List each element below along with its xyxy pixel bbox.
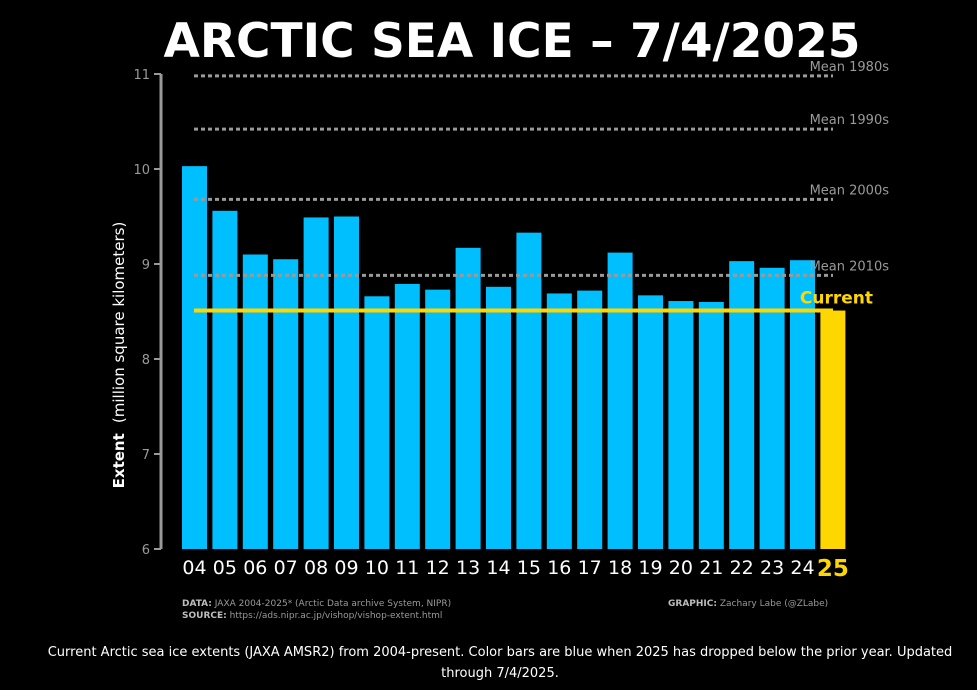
credit-data-line: DATA: JAXA 2004-2025* (Arctic Data archi… (182, 598, 451, 610)
bar (182, 166, 207, 549)
bar-current-year (820, 310, 846, 549)
bar (698, 302, 724, 549)
bar (273, 259, 299, 549)
x-tick-label: 14 (486, 557, 510, 579)
credit-data-text: JAXA 2004-2025* (Arctic Data archive Sys… (214, 599, 452, 609)
y-axis: 6 7 8 9 10 11 (133, 68, 163, 558)
x-tick-label: 11 (395, 557, 419, 579)
y-axis-label-bold: Extent (110, 433, 128, 488)
bar (790, 260, 815, 549)
bar (729, 261, 755, 549)
bar (364, 296, 390, 549)
bar (638, 295, 663, 549)
x-tick-label: 13 (456, 557, 480, 579)
x-tick-label: 15 (517, 557, 541, 579)
y-tick-label: 7 (142, 448, 150, 463)
y-axis-label: Extent (million square kilometers) (109, 222, 128, 489)
bar (455, 247, 481, 549)
bar (759, 267, 785, 549)
x-tick-label: 16 (547, 557, 571, 579)
bar (334, 216, 359, 549)
x-tick-label: 09 (334, 557, 358, 579)
y-tick-label: 8 (142, 353, 150, 368)
x-tick-label: 08 (304, 557, 328, 579)
credit-graphic-text: Zachary Labe (@ZLabe) (719, 599, 829, 609)
x-tick-label: 10 (365, 557, 389, 579)
figure-caption: Current Arctic sea ice extents (JAXA AMS… (47, 645, 953, 681)
y-tick-label: 9 (142, 258, 150, 273)
x-tick-label: 23 (760, 557, 784, 579)
current-line-label: Current (800, 289, 873, 309)
x-tick-label: 21 (699, 557, 723, 579)
reference-line-label: Mean 2000s (810, 183, 890, 198)
bar (425, 289, 451, 549)
x-tick-label: 17 (578, 557, 602, 579)
y-axis-label-units: (million square kilometers) (110, 222, 128, 423)
x-axis-labels: 04 05 06 07 08 09 10 11 12 13 14 15 16 17 18 19 20 21 22 23… (182, 556, 849, 582)
x-tick-label: 24 (790, 557, 814, 579)
credits-data-source: DATA: JAXA 2004-2025* (Arctic Data archi… (182, 598, 451, 622)
x-tick-label: 12 (426, 557, 450, 579)
bar (668, 301, 694, 549)
bar (607, 252, 633, 549)
bar (516, 232, 542, 549)
credit-data-label: DATA: (182, 599, 212, 609)
bar (303, 217, 329, 549)
credit-graphic-label: GRAPHIC: (668, 599, 717, 609)
x-tick-label: 18 (608, 557, 632, 579)
x-tick-label: 06 (243, 557, 267, 579)
bar (546, 293, 572, 549)
x-tick-label: 19 (638, 557, 662, 579)
bar (394, 283, 420, 549)
y-tick-label: 11 (133, 68, 150, 83)
credit-source-label: SOURCE: (182, 611, 227, 621)
chart-title: ARCTIC SEA ICE – 7/4/2025 (163, 14, 860, 69)
x-tick-label: 07 (274, 557, 298, 579)
bar (242, 254, 268, 549)
x-tick-label: 05 (213, 557, 237, 579)
reference-line-label: Mean 1990s (810, 113, 890, 128)
credit-source-text: https://ads.nipr.ac.jp/vishop/vishop-ext… (229, 611, 443, 621)
x-tick-label: 20 (669, 557, 693, 579)
reference-line-label: Mean 1980s (810, 60, 890, 75)
bars (182, 166, 846, 550)
y-tick-label: 10 (133, 163, 150, 178)
credits-graphic: GRAPHIC: Zachary Labe (@ZLabe) (668, 598, 828, 610)
reference-lines: Mean 1980s Mean 1990s Mean 2000s Mean 2010s… (194, 60, 890, 313)
x-tick-label: 22 (730, 557, 754, 579)
bar (486, 286, 511, 549)
bar (577, 290, 603, 549)
x-tick-label: 04 (182, 557, 206, 579)
reference-line-label: Mean 2010s (810, 259, 890, 274)
y-tick-label: 6 (142, 543, 150, 558)
bar (212, 210, 238, 550)
x-tick-label-current: 25 (817, 556, 849, 582)
credit-source-line: SOURCE: https://ads.nipr.ac.jp/vishop/vi… (182, 610, 451, 622)
